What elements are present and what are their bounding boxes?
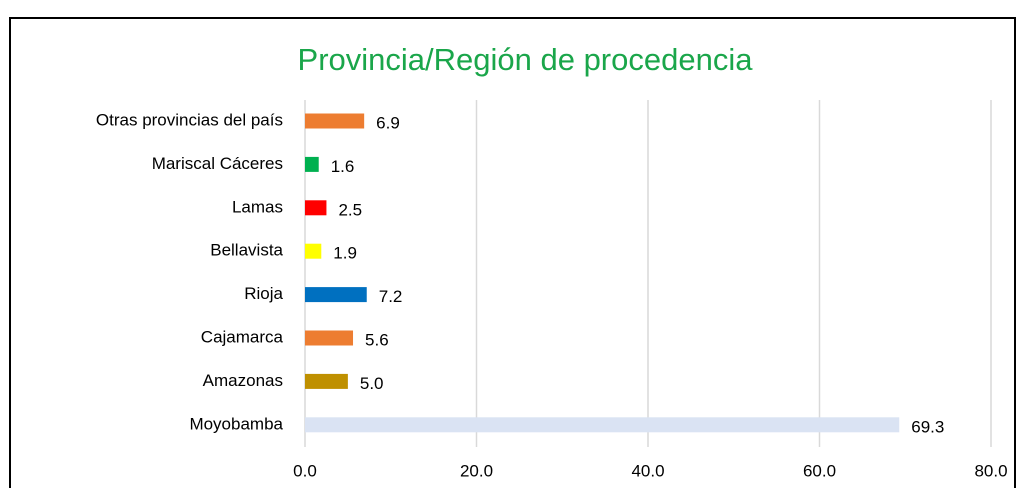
bar (305, 243, 322, 259)
y-tick-label: Bellavista (210, 241, 283, 260)
y-tick-label: Amazonas (203, 371, 283, 390)
x-tick-label: 0.0 (293, 461, 317, 480)
data-label: 6.9 (376, 113, 400, 132)
bar (305, 373, 348, 389)
data-label: 69.3 (911, 417, 944, 436)
y-tick-label: Rioja (244, 284, 283, 303)
data-label: 2.5 (338, 200, 362, 219)
data-label: 5.0 (360, 374, 384, 393)
x-tick-label: 20.0 (460, 461, 493, 480)
data-label: 1.9 (333, 244, 357, 263)
data-label: 7.2 (379, 287, 403, 306)
bar (305, 156, 319, 172)
x-tick-label: 80.0 (974, 461, 1007, 480)
y-tick-label: Moyobamba (189, 414, 283, 433)
bar (305, 417, 900, 433)
chart-frame (9, 17, 1016, 488)
bar (305, 287, 367, 303)
x-tick-label: 40.0 (631, 461, 664, 480)
y-tick-label: Cajamarca (201, 327, 284, 346)
y-tick-label: Otras provincias del país (96, 110, 283, 129)
y-tick-label: Mariscal Cáceres (152, 154, 283, 173)
bar (305, 330, 354, 346)
chart-title: Provincia/Región de procedencia (298, 42, 754, 77)
x-tick-label: 60.0 (803, 461, 836, 480)
bar (305, 113, 365, 129)
data-label: 1.6 (331, 157, 355, 176)
data-label: 5.6 (365, 330, 389, 349)
y-tick-label: Lamas (232, 197, 283, 216)
bar (305, 200, 327, 216)
